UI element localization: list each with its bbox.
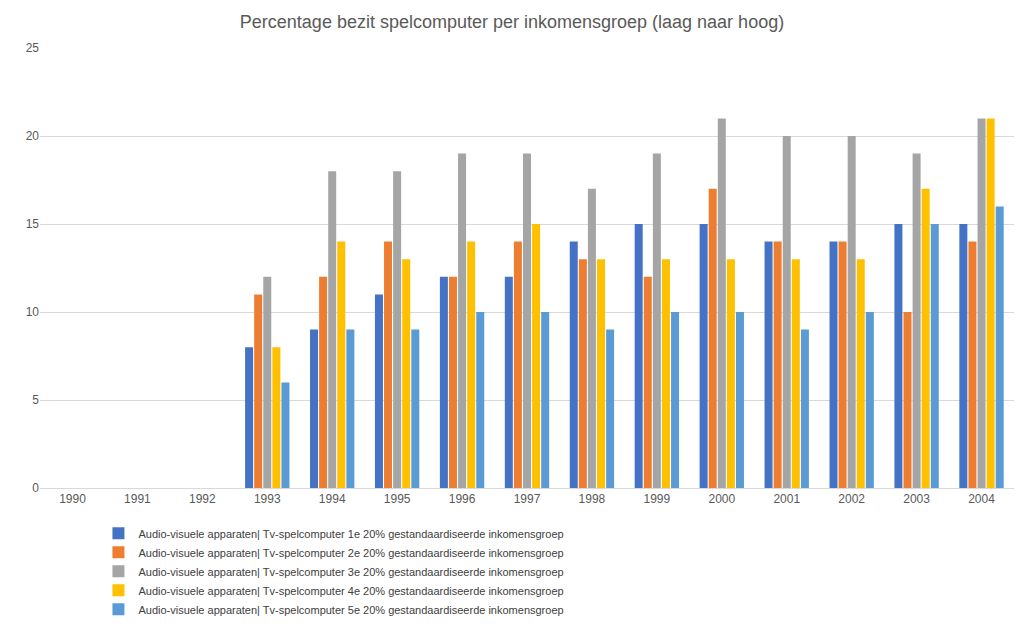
svg-text:0: 0	[32, 481, 39, 495]
svg-text:1997: 1997	[514, 492, 541, 506]
svg-text:2002: 2002	[838, 492, 865, 506]
svg-text:2001: 2001	[773, 492, 800, 506]
svg-text:1996: 1996	[449, 492, 476, 506]
svg-text:Audio-visuele apparaten| Tv-sp: Audio-visuele apparaten| Tv-spelcomputer…	[138, 528, 563, 540]
svg-text:1998: 1998	[579, 492, 606, 506]
svg-text:1991: 1991	[124, 492, 151, 506]
svg-text:15: 15	[26, 217, 40, 231]
svg-text:Audio-visuele apparaten| Tv-sp: Audio-visuele apparaten| Tv-spelcomputer…	[138, 604, 563, 616]
svg-text:1992: 1992	[189, 492, 216, 506]
svg-text:2000: 2000	[708, 492, 735, 506]
svg-text:2003: 2003	[903, 492, 930, 506]
svg-text:Audio-visuele apparaten| Tv-sp: Audio-visuele apparaten| Tv-spelcomputer…	[138, 585, 563, 597]
svg-text:1990: 1990	[59, 492, 86, 506]
svg-text:2004: 2004	[968, 492, 995, 506]
svg-text:1995: 1995	[384, 492, 411, 506]
svg-text:Audio-visuele apparaten| Tv-sp: Audio-visuele apparaten| Tv-spelcomputer…	[138, 566, 563, 578]
svg-text:1999: 1999	[644, 492, 671, 506]
svg-text:10: 10	[26, 305, 40, 319]
svg-text:Percentage bezit spelcomputer: Percentage bezit spelcomputer per inkome…	[240, 12, 784, 32]
svg-text:1993: 1993	[254, 492, 281, 506]
svg-text:1994: 1994	[319, 492, 346, 506]
svg-text:25: 25	[26, 41, 40, 55]
svg-text:20: 20	[26, 129, 40, 143]
svg-text:Audio-visuele apparaten| Tv-sp: Audio-visuele apparaten| Tv-spelcomputer…	[138, 547, 563, 559]
svg-text:5: 5	[32, 393, 39, 407]
